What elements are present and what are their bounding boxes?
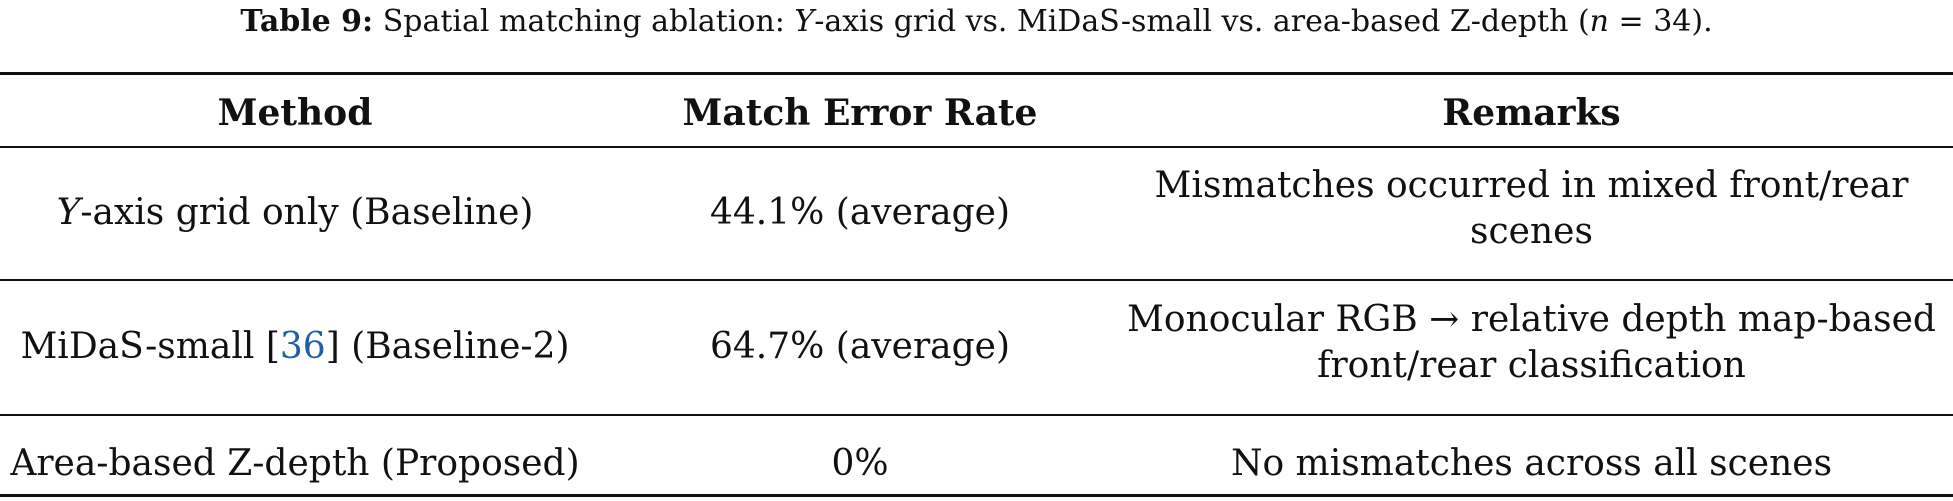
caption-text-middle: -axis grid vs. MiDaS-small vs. area-base…	[814, 4, 1590, 39]
table-bottom-rule	[0, 494, 1953, 497]
header-method: Method	[217, 92, 373, 134]
row2-rate: 64.7% (average)	[709, 326, 1011, 367]
header-remarks: Remarks	[1442, 92, 1621, 134]
row1-remarks: Mismatches occurred in mixed front/rear …	[1110, 163, 1953, 255]
row2-remarks-line2: front/rear classification	[1317, 345, 1746, 386]
row1-method: Y-axis grid only (Baseline)	[0, 190, 590, 236]
caption-text-before: Spatial matching ablation:	[382, 4, 785, 39]
row2-method: MiDaS-small [36] (Baseline-2)	[0, 324, 590, 370]
table-row-rule-1	[0, 279, 1953, 281]
row3-rate: 0%	[831, 443, 889, 484]
row3-method: Area-based Z-depth (Proposed)	[10, 443, 580, 484]
table-caption: Table 9: Spatial matching ablation: Y-ax…	[0, 0, 1953, 48]
citation-link-36[interactable]: 36	[279, 326, 326, 367]
row2-remarks-line1: Monocular RGB → relative depth map-based	[1127, 299, 1936, 340]
row1-method-var: Y	[56, 192, 81, 233]
caption-n-var: n	[1589, 4, 1609, 39]
caption-label: Table 9:	[240, 4, 374, 39]
row2-method-post: ] (Baseline-2)	[325, 326, 570, 367]
row1-rate: 44.1% (average)	[709, 192, 1011, 233]
table-header-rule	[0, 146, 1953, 148]
caption-text-end: = 34).	[1608, 4, 1713, 39]
table-top-rule	[0, 72, 1953, 75]
row3-remarks: No mismatches across all scenes	[1230, 443, 1833, 484]
row1-method-rest: -axis grid only (Baseline)	[80, 192, 534, 233]
row2-remarks: Monocular RGB → relative depth map-based…	[1110, 297, 1953, 389]
row1-remarks-line2: scenes	[1470, 211, 1593, 252]
table-row-rule-2	[0, 414, 1953, 416]
row1-remarks-line1: Mismatches occurred in mixed front/rear	[1154, 165, 1909, 206]
row2-method-pre: MiDaS-small [	[20, 326, 280, 367]
caption-axis-var: Y	[794, 4, 815, 39]
header-match-error-rate: Match Error Rate	[682, 92, 1038, 134]
